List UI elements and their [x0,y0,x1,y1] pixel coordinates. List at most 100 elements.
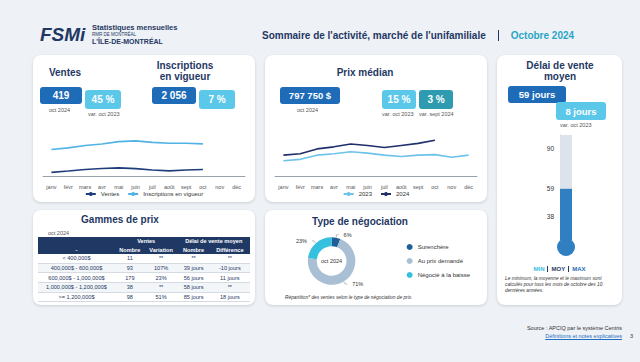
svg-text:23%: 23% [296,238,307,244]
html-text:Nombre: Nombre [119,246,141,253]
html-text:Statistiques mensuelles: Statistiques mensuelles [92,23,178,32]
html-text:Sommaire de l'activité, marché: Sommaire de l'activité, marché de l'unif… [262,30,486,41]
html-text:419: 419 [52,90,70,101]
html-text:Ventes: Ventes [48,67,82,78]
html-text:400,000$ - 600,000$: 400,000$ - 600,000$ [50,265,103,272]
svg-text:oct: oct [431,184,439,190]
svg-text:févr: févr [296,184,305,190]
html-text:var. sept 2024: var. sept 2024 [419,111,454,117]
html-text:oct 2024: oct 2024 [48,230,70,236]
html-text:93: 93 [126,265,133,272]
html-text:98: 98 [126,293,133,300]
html-text:39 jours: 39 jours [183,265,204,272]
html-text:Délai de vente moyen: Délai de vente moyen [526,60,594,82]
svg-text:août: août [396,184,407,190]
svg-text:nov: nov [447,184,456,190]
html-text:Source : APCIQ par le système: Source : APCIQ par le système Centris [526,325,622,331]
html-text:MAX: MAX [572,266,586,272]
html-text:179: 179 [125,274,135,281]
html-text:8 jours: 8 jours [565,105,597,117]
svg-text:Surenchère: Surenchère [418,244,450,250]
svg-text:déc: déc [232,184,241,190]
html-text:2 056: 2 056 [161,90,187,101]
html-text:MOY: MOY [551,266,566,272]
svg-text:Au prix demandé: Au prix demandé [418,258,464,264]
svg-text:2024: 2024 [396,191,410,197]
html-text:59 jours: 59 jours [518,89,556,100]
html-text:Répartition* des ventes selon: Répartition* des ventes selon le type de… [285,295,413,300]
svg-text:août: août [164,184,175,190]
html-text:58 jours: 58 jours [183,284,204,291]
html-text:85 jours: 85 jours [183,293,204,300]
svg-text:Négocié à la baisse: Négocié à la baisse [418,272,471,278]
html-text:3: 3 [629,333,633,339]
html-text:Prix médian: Prix médian [336,67,394,78]
svg-text:38: 38 [547,213,555,220]
svg-text:Ventes: Ventes [101,191,119,197]
html-text:-10 jours: -10 jours [219,265,241,272]
html-text:15 %: 15 % [387,94,411,105]
html-text:Inscriptions en vigueur: Inscriptions en vigueur [156,60,214,82]
svg-text:avr: avr [98,184,106,190]
html-text:18 jours: 18 jours [219,293,240,300]
html-text:var. oct 2023: var. oct 2023 [560,122,592,128]
svg-text:nov: nov [215,184,224,190]
svg-text:juin: juin [130,184,140,190]
html-text:11: 11 [126,255,133,262]
html-text:600,000$ - 1,000,000$: 600,000$ - 1,000,000$ [48,274,105,281]
svg-text:oct: oct [199,184,207,190]
html-text:Octobre 2024: Octobre 2024 [510,30,575,41]
svg-text:déc: déc [464,184,473,190]
svg-text:mars: mars [79,184,91,190]
svg-text:sept: sept [181,184,192,190]
svg-text:Inscriptions en vigueur: Inscriptions en vigueur [143,191,203,197]
html-text:1,000,000$ - 1,200,000$: 1,000,000$ - 1,200,000$ [46,284,107,291]
html-text:MIN: MIN [533,266,545,272]
html-text:797 750 $: 797 750 $ [288,90,332,101]
svg-text:mars: mars [311,184,323,190]
html-text:var. oct 2023: var. oct 2023 [88,111,120,117]
html-text:38: 38 [126,284,133,291]
html-text:11 jours: 11 jours [220,274,240,281]
html-text:< 400,000$: < 400,000$ [62,255,91,262]
html-text:45 %: 45 % [91,94,115,105]
html-text:Délai de vente moyen: Délai de vente moyen [185,238,243,245]
html-text:Gammes de prix: Gammes de prix [81,214,159,225]
html-text:Différence: Différence [216,246,244,253]
svg-text:90: 90 [547,145,555,152]
svg-text:6%: 6% [344,232,352,238]
html-text:RMR DE MONTRÉAL: RMR DE MONTRÉAL [92,32,136,37]
html-text:Le minimum, la moyenne et le m: Le minimum, la moyenne et le maximum son… [505,276,603,293]
html-text:Type de négociation: Type de négociation [312,216,408,227]
html-text:Définitions et notes explicati: Définitions et notes explicatives [545,333,622,339]
svg-text:sept: sept [413,184,424,190]
html-text:23%: 23% [155,274,167,281]
html-text:56 jours: 56 jours [183,274,204,281]
html-text:Nombre: Nombre [183,246,205,253]
svg-text:janv: janv [277,184,288,190]
html-text:L'ÎLE-DE-MONTRÉAL: L'ÎLE-DE-MONTRÉAL [92,38,163,45]
svg-text:avr: avr [330,184,338,190]
svg-text:mai: mai [346,184,355,190]
svg-text:juin: juin [362,184,372,190]
html-text:107%: 107% [153,265,169,272]
svg-text:59: 59 [547,185,555,192]
html-text:FSMi: FSMi [40,24,86,45]
html-text:>= 1,200,000$: >= 1,200,000$ [58,293,95,300]
html-text:Variation: Variation [149,246,173,253]
svg-text:oct 2024: oct 2024 [321,258,342,264]
svg-text:févr: févr [64,184,73,190]
svg-text:juil: juil [380,184,388,190]
html-text:oct 2024: oct 2024 [49,107,71,113]
svg-text:mai: mai [114,184,123,190]
html-text:3 %: 3 % [427,94,445,105]
svg-text:juil: juil [148,184,156,190]
html-text:oct 2024: oct 2024 [297,107,319,113]
svg-text:71%: 71% [352,281,363,287]
html-text:7 %: 7 % [208,94,226,105]
svg-text:janv: janv [45,184,56,190]
html-text:Ventes: Ventes [137,238,156,245]
svg-text:2023: 2023 [359,191,373,197]
html-text:51%: 51% [155,293,167,300]
html-text:var. oct 2023: var. oct 2023 [382,111,414,117]
